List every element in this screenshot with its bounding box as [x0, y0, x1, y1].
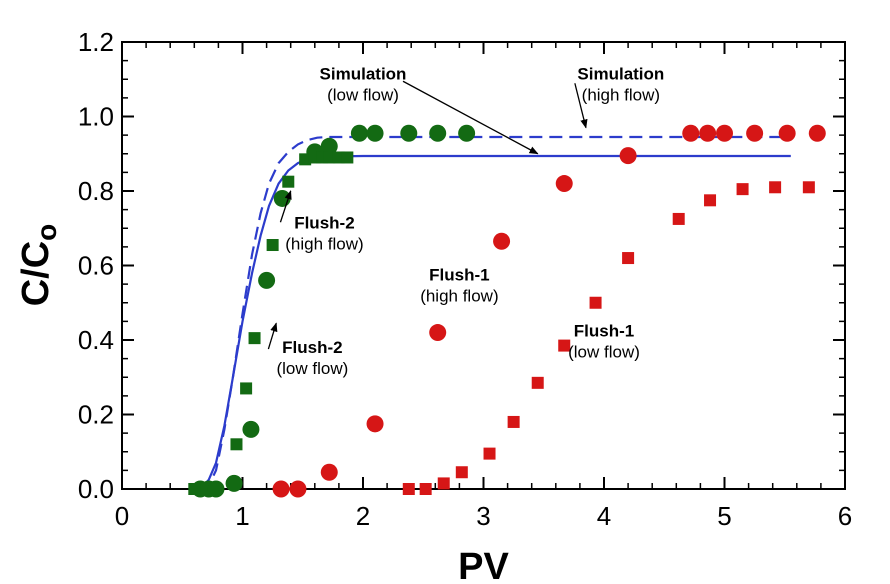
data-point-circle: [258, 271, 276, 289]
data-point-square: [266, 239, 279, 252]
data-point-square: [704, 194, 717, 207]
data-point-square: [282, 175, 295, 188]
data-point-square: [769, 181, 782, 194]
x-tick-label: 4: [597, 501, 611, 531]
y-tick-label: 0.2: [78, 400, 114, 430]
data-markers: [188, 124, 826, 498]
y-tick-label: 0.6: [78, 251, 114, 281]
annotation-line: Flush-2: [282, 338, 342, 357]
data-point-square: [248, 332, 261, 345]
y-tick-label: 1.2: [78, 27, 114, 57]
x-tick-label: 1: [235, 501, 249, 531]
series-line-solid: [199, 154, 791, 490]
data-point-circle: [493, 232, 511, 250]
y-axis-title-sub: o: [31, 224, 62, 241]
data-point-circle: [366, 415, 384, 433]
data-point-circle: [808, 124, 826, 142]
x-tick-label: 2: [356, 501, 370, 531]
data-point-square: [402, 483, 415, 495]
data-point-circle: [716, 124, 733, 142]
data-point-square: [299, 153, 312, 166]
y-axis-title-main: C/C: [15, 241, 57, 306]
series-line-dashed: [199, 135, 791, 491]
annotation-arrow: [267, 322, 278, 350]
annotation-line: Simulation: [577, 64, 664, 83]
annotation-line: Flush-2: [294, 213, 354, 232]
data-point-circle: [699, 124, 717, 142]
data-point-square: [483, 447, 496, 460]
annotation-line: (high flow): [285, 234, 363, 253]
annotation-arrow: [574, 83, 588, 129]
data-point-square: [240, 382, 253, 395]
data-point-circle: [320, 463, 338, 481]
axis-ticks: [121, 41, 846, 490]
data-point-square: [419, 483, 432, 495]
annotation-arrow: [279, 190, 292, 223]
data-point-circle: [225, 474, 243, 492]
data-point-circle: [350, 124, 368, 142]
annotation-line: (low flow): [276, 359, 348, 378]
annotation-line: (low flow): [327, 85, 399, 104]
data-point-square: [672, 212, 685, 225]
data-point-square: [507, 415, 520, 428]
annotation-line: (high flow): [582, 85, 660, 104]
data-point-circle: [746, 124, 764, 142]
data-point-circle: [555, 175, 573, 193]
y-tick-label: 0.0: [78, 474, 114, 504]
data-point-square: [230, 438, 243, 451]
x-tick-label: 6: [838, 501, 852, 531]
data-point-circle: [682, 124, 700, 142]
data-point-square: [531, 376, 544, 389]
x-axis-title: PV: [458, 546, 509, 584]
annotation-sim-low: Simulation (low flow): [320, 64, 407, 104]
data-point-circle: [320, 137, 338, 155]
data-point-circle: [778, 124, 796, 142]
annotation-line: (high flow): [420, 286, 498, 305]
x-tick-label: 0: [115, 501, 129, 531]
annotations: Simulation (low flow) Simulation (high flow…: [267, 64, 664, 378]
annotation-flush2-hi: Flush-2 (high flow): [285, 213, 363, 253]
y-tick-label: 0.8: [78, 176, 114, 206]
annotation-line: Flush-1: [574, 321, 634, 340]
data-point-square: [558, 339, 571, 352]
data-point-circle: [272, 480, 290, 498]
data-point-square: [323, 151, 336, 164]
data-point-circle: [242, 420, 260, 438]
data-point-circle: [289, 480, 307, 498]
annotation-line: Simulation: [320, 64, 407, 83]
x-tick-label: 3: [476, 501, 490, 531]
data-point-circle: [429, 124, 447, 142]
annotation-flush2-lo: Flush-2 (low flow): [276, 338, 348, 378]
data-point-circle: [400, 124, 418, 142]
data-point-circle: [429, 324, 447, 342]
data-point-square: [622, 252, 635, 265]
x-tick-label: 5: [717, 501, 731, 531]
data-point-circle: [458, 124, 476, 142]
y-tick-label: 1.0: [78, 102, 114, 132]
annotation-sim-high: Simulation (high flow): [577, 64, 664, 104]
data-point-square: [188, 483, 201, 495]
data-point-square: [341, 151, 354, 164]
y-tick-labels: 0.0 0.2 0.4 0.6 0.8 1.0 1.2: [78, 27, 114, 504]
y-tick-label: 0.4: [78, 325, 114, 355]
annotation-flush1-lo: Flush-1 (low flow): [568, 321, 640, 361]
simulation-lines: [199, 135, 791, 491]
data-point-square: [802, 181, 815, 194]
data-point-circle: [619, 147, 637, 165]
x-tick-labels: 0 1 2 3 4 5 6: [115, 501, 852, 531]
y-axis-title: C/Co: [15, 224, 62, 307]
data-point-square: [736, 183, 749, 196]
annotation-arrow: [402, 80, 539, 155]
annotation-flush1-hi: Flush-1 (high flow): [420, 265, 498, 305]
data-point-circle: [366, 124, 384, 142]
data-point-square: [589, 296, 602, 309]
annotation-line: (low flow): [568, 342, 640, 361]
data-point-square: [437, 477, 450, 490]
data-point-circle: [207, 480, 225, 498]
annotation-line: Flush-1: [429, 265, 489, 284]
data-point-square: [455, 466, 468, 479]
